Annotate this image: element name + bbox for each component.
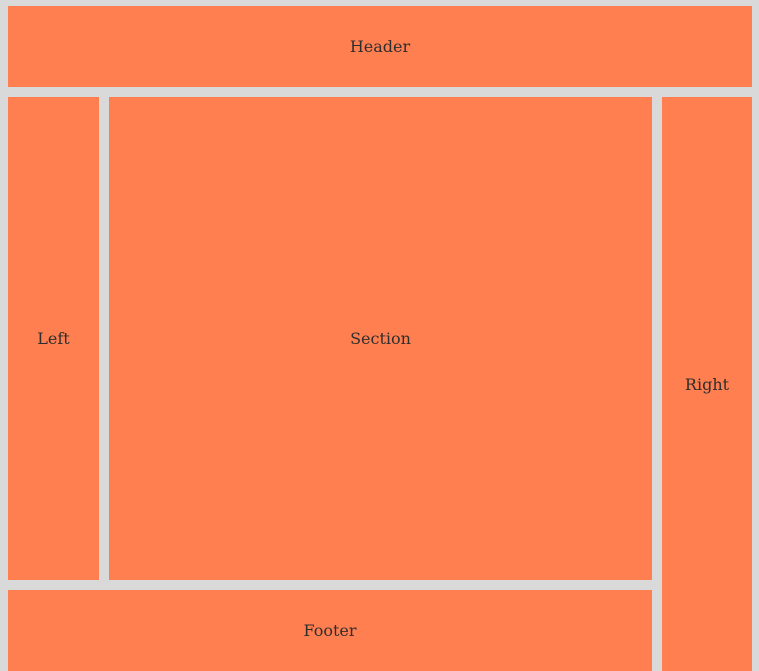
- section-label: Section: [350, 329, 411, 348]
- footer-label: Footer: [303, 621, 357, 640]
- right-label: Right: [684, 374, 730, 394]
- left-region: Left: [8, 97, 99, 580]
- header-region: Header: [8, 6, 752, 87]
- section-region: Section: [109, 97, 652, 580]
- right-region: Right: [662, 97, 752, 671]
- footer-region: Footer: [8, 590, 652, 671]
- header-label: Header: [349, 37, 411, 56]
- left-label: Left: [37, 329, 70, 348]
